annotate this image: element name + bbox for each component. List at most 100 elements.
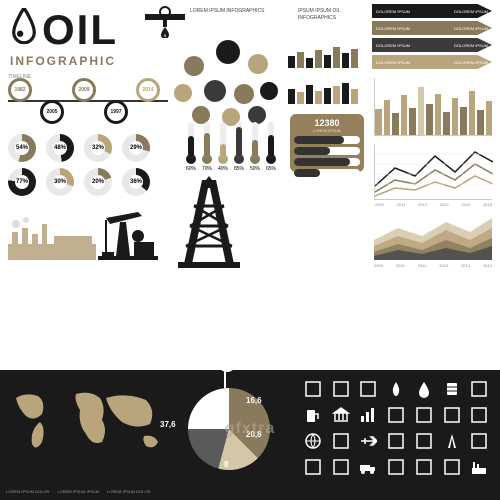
thermometer-chart: 60% 70% 40% 85% 50% 65% (186, 124, 276, 172)
factory-icon (6, 214, 98, 260)
line-chart: 201020112012201320142015 (374, 144, 492, 200)
donut-chart: 48% (46, 134, 74, 162)
bubble-node (174, 84, 192, 102)
timeline-node: 1997 (104, 100, 128, 124)
bubble-node (234, 84, 254, 104)
silo-icon (302, 456, 324, 478)
thermometer: 65% (266, 122, 276, 172)
pipe-icon (441, 404, 463, 426)
chart-icon (357, 404, 379, 426)
bubble-node (260, 82, 278, 100)
trash-icon (357, 378, 379, 400)
bank-icon (330, 404, 352, 426)
stat-sub: LOREM IPSUM (294, 128, 360, 133)
watermark: gfxtra (225, 420, 275, 438)
bubble-node (184, 56, 204, 76)
thermometer: 50% (250, 122, 260, 172)
column-bar (418, 87, 425, 135)
bar-chart-sets (288, 38, 366, 110)
timeline: TIMELINE 19822005200919972014 (8, 74, 168, 126)
thermometer: 40% (218, 122, 228, 172)
train-icon (385, 456, 407, 478)
bubble-node (248, 54, 268, 74)
donut-chart: 54% (8, 134, 36, 162)
donut-chart: 36% (122, 168, 150, 196)
bubble-node (216, 40, 240, 64)
timeline-node: 1982 (8, 78, 32, 102)
pie-label: 37,6 (160, 420, 176, 429)
pie-label: 8 (224, 460, 228, 469)
valve-icon: $ (145, 6, 185, 38)
pie-label: 16,6 (246, 396, 262, 405)
barrels-icon (468, 378, 490, 400)
pie-pointer (224, 362, 226, 388)
truck-icon (357, 456, 379, 478)
column-bar (392, 113, 399, 135)
derrick-icon (164, 176, 254, 268)
map-legend: LOREM IPSUM DOLORLOREM IPSUM IPSUMLOREM … (6, 489, 172, 494)
timeline-node: 2009 (72, 78, 96, 102)
station-icon (413, 430, 435, 452)
factory-icon (468, 456, 490, 478)
column-bar (435, 94, 442, 135)
crane-icon (330, 430, 352, 452)
donut-chart: 32% (84, 134, 112, 162)
derrick-icon (441, 430, 463, 452)
donut-chart: 20% (84, 168, 112, 196)
bubble-node (204, 80, 226, 102)
calculator-icon (330, 378, 352, 400)
arrow-item: DOLOREM IPSUMDOLOREM IPSUM (372, 4, 492, 18)
rig-icon (468, 430, 490, 452)
world-map (6, 380, 172, 464)
thermometer: 70% (202, 122, 212, 172)
donut-grid: 54%48%32%29%77%30%20%36% (8, 134, 176, 196)
area-chart: 200920102011201220132014 (374, 208, 492, 260)
donut-chart: 29% (122, 134, 150, 162)
thermometer: 85% (234, 122, 244, 172)
tanker-icon (385, 404, 407, 426)
column-bar (477, 110, 484, 135)
fuel-icon (302, 404, 324, 426)
progress-pill (294, 136, 360, 144)
progress-pill (294, 169, 360, 177)
timeline-node: 2014 (136, 78, 160, 102)
column-chart (374, 78, 492, 136)
thermometer: 60% (186, 122, 196, 172)
globe-icon (302, 430, 324, 452)
pump-icon (468, 404, 490, 426)
column-bar (384, 100, 391, 135)
bar-set (288, 74, 366, 104)
column-bar (469, 91, 476, 135)
stat-number: 12380 (294, 118, 360, 128)
oil-drop-icon (10, 6, 38, 54)
column-bar (409, 108, 416, 135)
donut-chart: 77% (8, 168, 36, 196)
barrel-icon (441, 378, 463, 400)
subtitle: INFOGRAPHIC (10, 54, 118, 68)
header-text-2: IPSUM IPSUM OIL INFOGRAPHICS (298, 8, 358, 21)
flame-icon (385, 378, 407, 400)
arrow-list: DOLOREM IPSUMDOLOREM IPSUM DOLOREM IPSUMD… (372, 4, 492, 72)
bubble-cluster (174, 40, 282, 128)
plane-icon (357, 430, 379, 452)
column-bar (443, 112, 450, 135)
arrow-item: DOLOREM IPSUMDOLOREM IPSUM (372, 55, 492, 69)
arrow-item: DOLOREM IPSUMDOLOREM IPSUM (372, 21, 492, 35)
helicopter-icon (385, 430, 407, 452)
drop-icon (413, 378, 435, 400)
handshake-icon (413, 404, 435, 426)
timeline-node: 2005 (40, 100, 64, 124)
progress-pill (294, 158, 360, 166)
column-bar (452, 98, 459, 135)
pumpjack-icon (98, 208, 158, 260)
icon-grid (302, 378, 492, 478)
header: OIL INFOGRAPHIC (10, 6, 118, 68)
bar-set (288, 38, 366, 68)
stat-box: 12380 LOREM IPSUM (290, 114, 364, 172)
column-bar (426, 104, 433, 135)
apps-icon (302, 378, 324, 400)
column-bar (375, 109, 382, 135)
progress-pill (294, 147, 360, 155)
header-text-1: LOREM IPSUM INFOGRAPHICS (190, 8, 285, 15)
refinery-icon (413, 456, 435, 478)
